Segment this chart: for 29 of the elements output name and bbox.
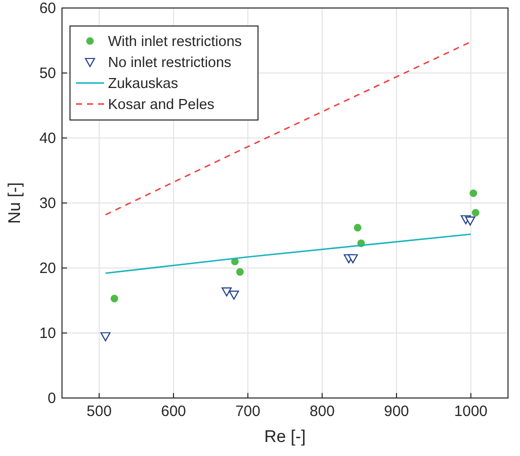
point xyxy=(472,208,480,217)
y-tick-label: 20 xyxy=(39,260,56,277)
point xyxy=(228,290,239,300)
x-tick-label: 500 xyxy=(86,403,112,420)
y-tick-label: 10 xyxy=(39,325,56,342)
y-axis-title: Nu [-] xyxy=(5,182,24,224)
point xyxy=(354,224,362,232)
point xyxy=(465,216,476,226)
point xyxy=(348,254,358,264)
y-tick-label: 40 xyxy=(39,130,56,147)
y-tick-label: 50 xyxy=(39,65,56,82)
point xyxy=(222,287,232,296)
legend-label: Zukauskas xyxy=(108,76,178,92)
point xyxy=(110,294,118,302)
x-axis-title: Re [-] xyxy=(264,427,306,446)
y-tick-label: 0 xyxy=(48,390,56,407)
legend-label: No inlet restrictions xyxy=(108,55,232,71)
x-tick-label: 700 xyxy=(235,403,260,420)
y-tick-label: 30 xyxy=(39,195,56,212)
y-tick-label: 60 xyxy=(39,0,56,17)
x-tick-label: 600 xyxy=(160,403,186,420)
x-tick-label: 800 xyxy=(310,403,335,420)
x-tick-label: 1000 xyxy=(454,403,488,420)
legend-label: Kosar and Peles xyxy=(108,97,214,113)
point xyxy=(236,268,244,276)
point xyxy=(470,189,478,198)
point xyxy=(100,332,111,342)
legend-label: With inlet restrictions xyxy=(108,34,242,50)
x-tick-label: 900 xyxy=(384,403,410,420)
